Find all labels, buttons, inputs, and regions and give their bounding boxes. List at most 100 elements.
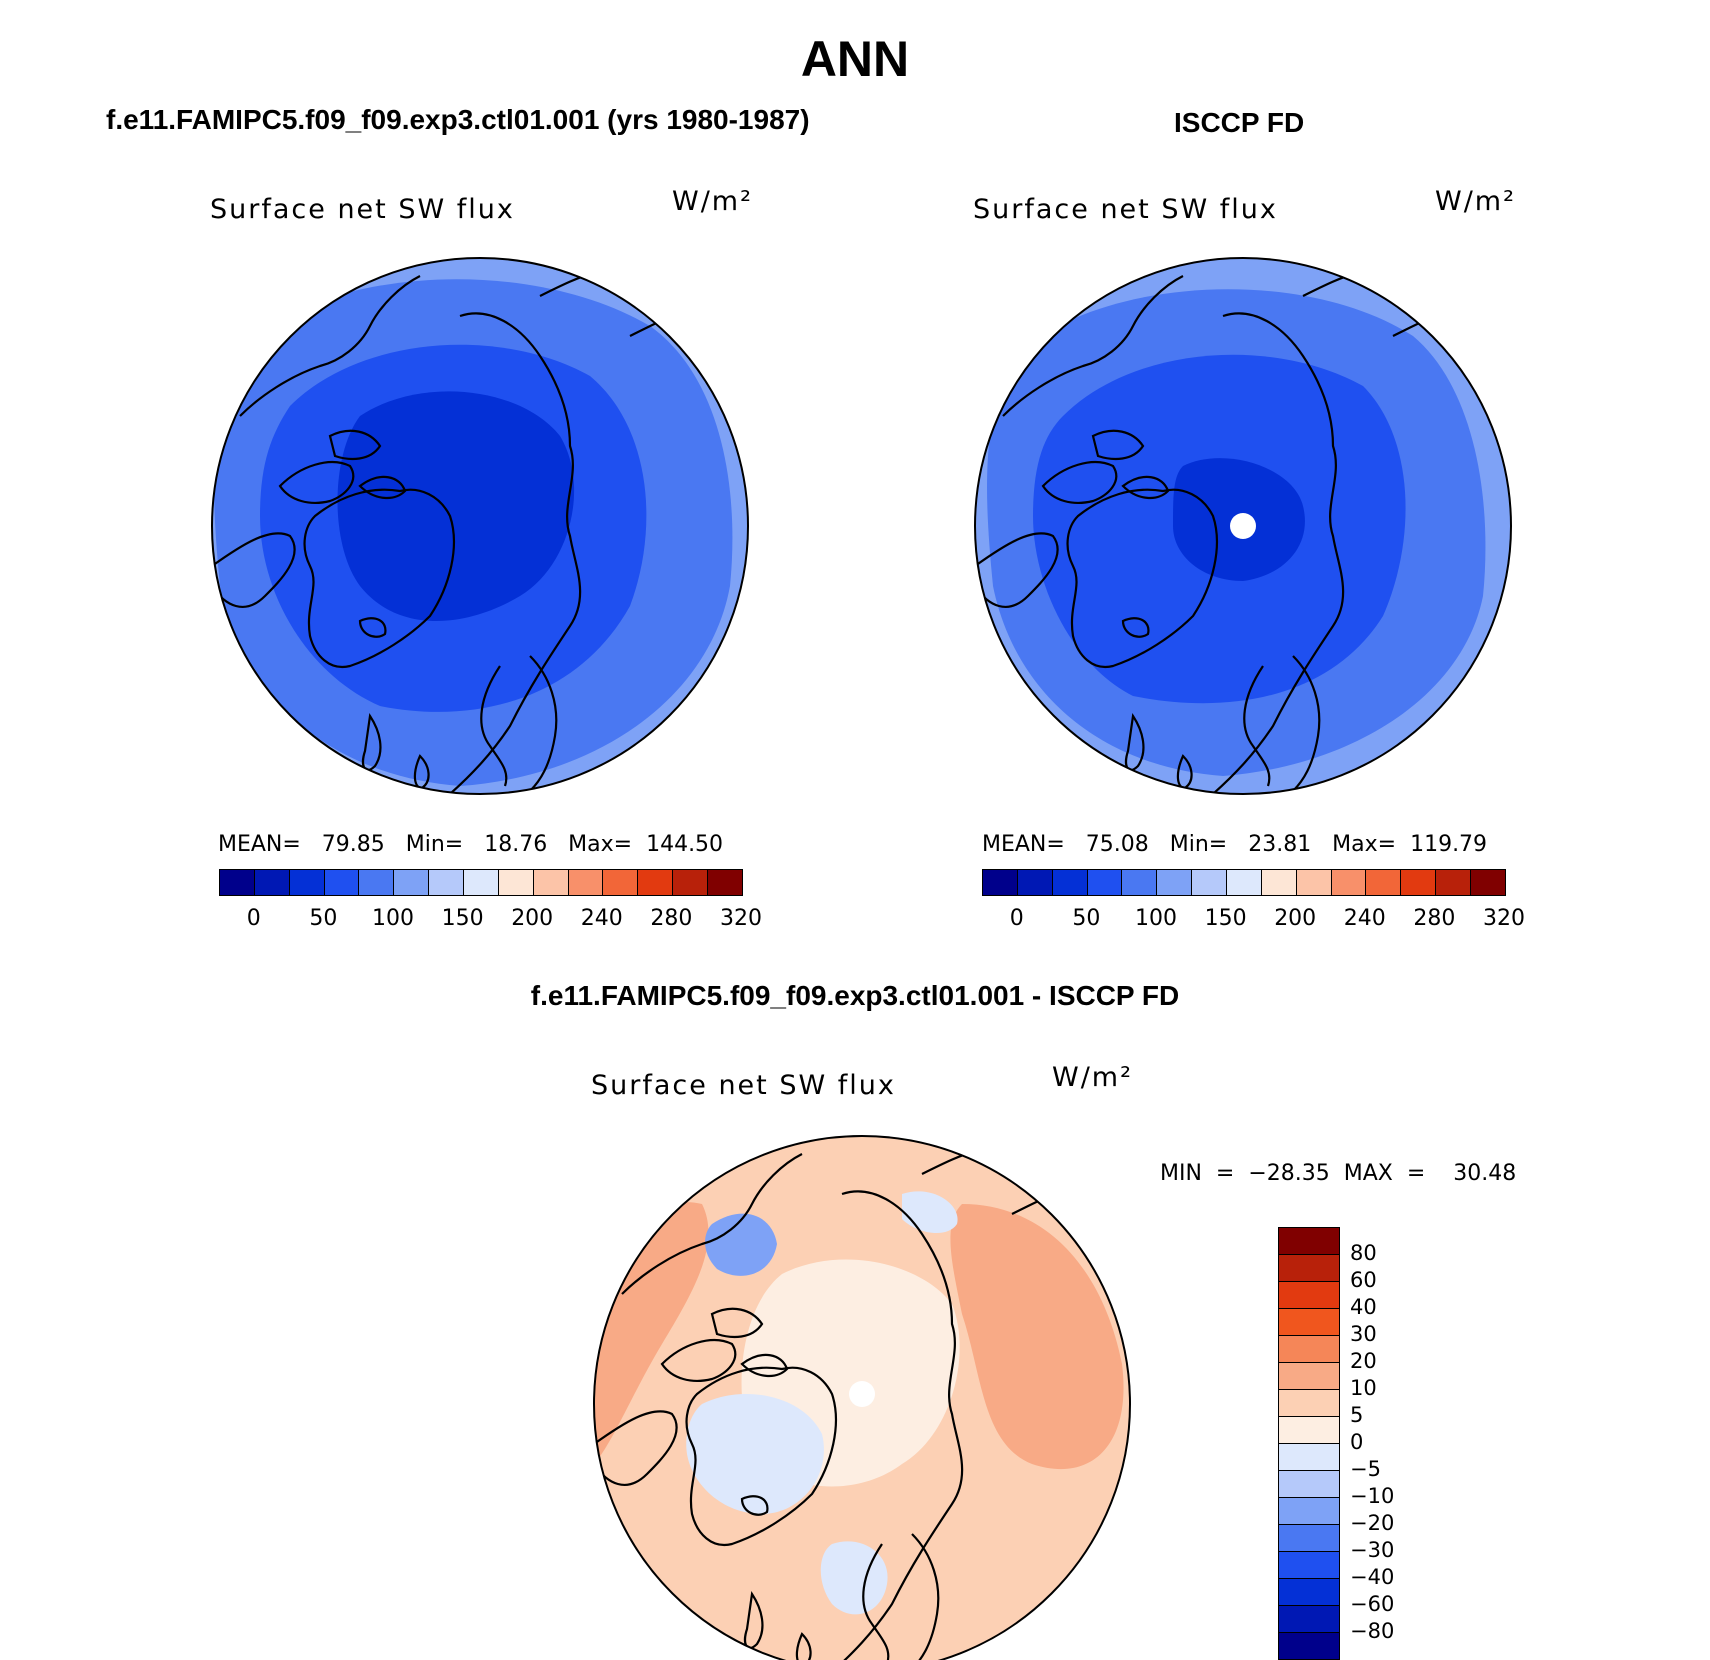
panel2-map — [975, 258, 1511, 794]
panel3-variable-label: Surface net SW flux — [591, 1070, 896, 1101]
colorbar-swatch — [1017, 870, 1053, 895]
colorbar-swatch — [1279, 1444, 1339, 1471]
colorbar-tick-label: 100 — [1135, 906, 1177, 931]
panel1-variable-label: Surface net SW flux — [210, 194, 515, 225]
colorbar-swatch — [1436, 870, 1472, 895]
panel1-map-border — [211, 257, 749, 795]
panel1-stats: MEAN= 79.85 Min= 18.76 Max= 144.50 — [218, 832, 724, 857]
colorbar-swatch — [1296, 870, 1332, 895]
panel3-field-atlantic — [820, 1541, 888, 1615]
panel2-colorbar — [982, 869, 1506, 896]
colorbar-swatch — [289, 870, 325, 895]
colorbar-tick-label: −30 — [1350, 1538, 1395, 1562]
colorbar-swatch — [533, 870, 569, 895]
colorbar-swatch — [1471, 870, 1505, 895]
colorbar-swatch — [1279, 1417, 1339, 1444]
colorbar-swatch — [220, 870, 255, 895]
colorbar-tick-label: 150 — [441, 906, 484, 931]
colorbar-tick-label: −60 — [1350, 1592, 1395, 1616]
colorbar-swatch — [1279, 1525, 1339, 1552]
colorbar-tick-label: 80 — [1350, 1241, 1377, 1265]
colorbar-tick-label: 20 — [1350, 1349, 1377, 1373]
panel2-map-border — [974, 257, 1512, 795]
panel2-stats: MEAN= 75.08 Min= 23.81 Max= 119.79 — [982, 832, 1488, 857]
colorbar-swatch — [1279, 1498, 1339, 1525]
colorbar-tick-label: −80 — [1350, 1619, 1395, 1643]
colorbar-swatch — [983, 870, 1018, 895]
colorbar-swatch — [1279, 1471, 1339, 1498]
colorbar-swatch — [1279, 1606, 1339, 1633]
colorbar-swatch — [1279, 1336, 1339, 1363]
panel2-units-label: W/m² — [1435, 186, 1516, 217]
colorbar-swatch — [1279, 1363, 1339, 1390]
panel1-map — [212, 258, 748, 794]
panel3-colorbar-ticks: 80 60 40 30 20 10 5 0 −5 −10 −20 −30 −40 −60 −80 — [1350, 1227, 1430, 1659]
colorbar-swatch — [603, 870, 639, 895]
colorbar-swatch — [1279, 1579, 1339, 1606]
colorbar-swatch — [1087, 870, 1123, 895]
colorbar-tick-label: 280 — [1413, 906, 1456, 931]
colorbar-tick-label: 320 — [1483, 906, 1525, 931]
panel1-colorbar — [219, 869, 743, 896]
colorbar-tick-label: 240 — [580, 906, 623, 931]
panel2-title: ISCCP FD — [1174, 107, 1305, 138]
colorbar-swatch — [1192, 870, 1228, 895]
colorbar-swatch — [1261, 870, 1297, 895]
colorbar-tick-label: 0 — [1350, 1430, 1364, 1454]
main-title: ANN — [800, 31, 910, 87]
colorbar-tick-label: −5 — [1350, 1457, 1381, 1481]
panel1-units-label: W/m² — [672, 186, 753, 217]
colorbar-swatch — [1366, 870, 1402, 895]
panel3-field-north — [902, 1191, 958, 1234]
colorbar-tick-label: −40 — [1350, 1565, 1395, 1589]
panel3-units-label: W/m² — [1052, 1062, 1133, 1093]
colorbar-swatch — [1052, 870, 1088, 895]
colorbar-tick-label: 5 — [1350, 1403, 1364, 1427]
colorbar-tick-label: 280 — [650, 906, 693, 931]
colorbar-swatch — [1122, 870, 1158, 895]
panel3-field-greenland — [686, 1394, 824, 1514]
panel3-field-canada — [705, 1213, 777, 1276]
colorbar-swatch — [1279, 1552, 1339, 1579]
colorbar-tick-label: 200 — [511, 906, 554, 931]
colorbar-tick-label: 30 — [1350, 1322, 1377, 1346]
panel3-map-border — [593, 1135, 1131, 1660]
panel3-stats: MIN = −28.35 MAX = 30.48 — [1160, 1161, 1517, 1186]
colorbar-swatch — [568, 870, 604, 895]
panel2-variable-label: Surface net SW flux — [973, 194, 1278, 225]
panel3-field-east — [950, 1204, 1124, 1470]
colorbar-tick-label: 50 — [1072, 906, 1101, 931]
panel3-map — [594, 1136, 1130, 1660]
colorbar-swatch — [429, 870, 465, 895]
colorbar-tick-label: 200 — [1274, 906, 1317, 931]
colorbar-swatch — [1331, 870, 1367, 895]
colorbar-swatch — [1401, 870, 1437, 895]
colorbar-swatch — [324, 870, 360, 895]
panel3-title: f.e11.FAMIPC5.f09_f09.exp3.ctl01.001 - I… — [530, 980, 1180, 1011]
colorbar-tick-label: 40 — [1350, 1295, 1377, 1319]
panel2-missing-data-dot — [1230, 513, 1256, 539]
colorbar-swatch — [498, 870, 534, 895]
colorbar-tick-label: 240 — [1343, 906, 1386, 931]
colorbar-swatch — [1279, 1390, 1339, 1417]
panel1-title: f.e11.FAMIPC5.f09_f09.exp3.ctl01.001 (yr… — [106, 104, 810, 135]
colorbar-swatch — [673, 870, 709, 895]
colorbar-tick-label: 0 — [246, 906, 261, 931]
colorbar-swatch — [1279, 1633, 1339, 1659]
colorbar-swatch — [1227, 870, 1262, 895]
colorbar-swatch — [1279, 1309, 1339, 1336]
colorbar-swatch — [1279, 1228, 1339, 1255]
colorbar-swatch — [394, 870, 430, 895]
colorbar-swatch — [1157, 870, 1193, 895]
panel1-field-level3 — [337, 391, 575, 621]
colorbar-swatch — [1279, 1255, 1339, 1282]
colorbar-tick-label: −10 — [1350, 1484, 1395, 1508]
colorbar-tick-label: 10 — [1350, 1376, 1377, 1400]
colorbar-tick-label: 50 — [309, 906, 338, 931]
colorbar-tick-label: 0 — [1009, 906, 1024, 931]
colorbar-swatch — [254, 870, 290, 895]
panel3-colorbar — [1278, 1227, 1340, 1660]
colorbar-tick-label: 320 — [720, 906, 762, 931]
colorbar-tick-label: 150 — [1204, 906, 1247, 931]
colorbar-swatch — [464, 870, 499, 895]
